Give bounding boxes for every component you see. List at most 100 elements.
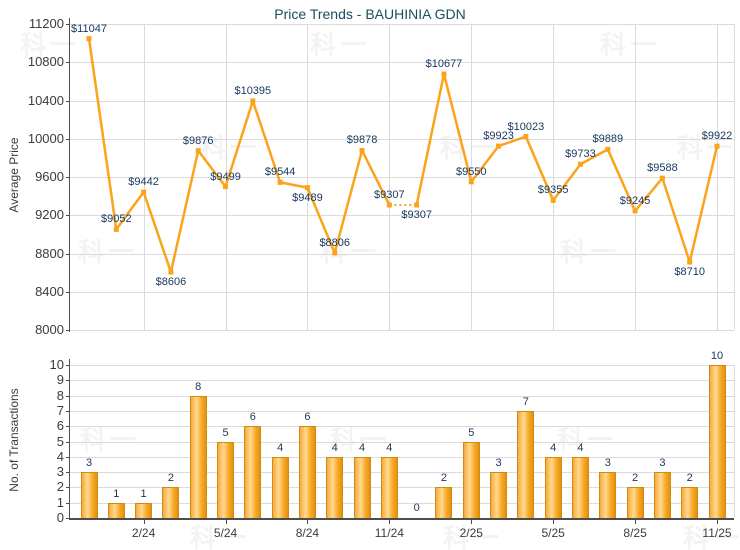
price-ytick-mark [66, 253, 70, 255]
price-point-label: $9307 [401, 209, 432, 222]
price-point-label: $9550 [455, 165, 487, 178]
price-ytick-mark [66, 291, 70, 293]
price-vgridline [389, 24, 391, 330]
price-ytick-label: 10800 [27, 54, 64, 70]
transactions-ytick-mark [66, 502, 70, 504]
watermark-text: 科一 [600, 25, 660, 62]
transactions-bar-label: 2 [167, 472, 174, 485]
transactions-ytick-label: 8 [56, 387, 64, 403]
price-gridline [70, 177, 734, 178]
transactions-xtick-mark [389, 519, 391, 524]
transactions-gridline [70, 410, 734, 412]
transactions-xtick-label: 11/24 [374, 526, 404, 540]
transactions-ytick-mark [66, 487, 70, 489]
transactions-bar [380, 456, 398, 518]
transactions-xtick-mark [471, 519, 473, 524]
transactions-bar [626, 487, 644, 518]
price-point-label: $9889 [592, 133, 624, 146]
transactions-ytick-label: 1 [56, 494, 64, 510]
price-point-label: $9923 [483, 130, 514, 143]
price-point [168, 269, 174, 275]
transactions-ytick-label: 4 [56, 448, 64, 464]
transactions-bar-label: 3 [495, 457, 502, 470]
transactions-ytick-label: 5 [56, 433, 64, 449]
transactions-gridline [70, 472, 734, 474]
transactions-bar [599, 472, 617, 518]
transactions-ytick-mark [66, 395, 70, 397]
price-gridline [70, 253, 734, 255]
transactions-bar [244, 426, 262, 518]
transactions-bar [217, 441, 235, 518]
transactions-ytick-mark [66, 441, 70, 443]
price-point-label: $9876 [182, 134, 214, 147]
transactions-bar-label: 4 [358, 441, 366, 454]
transactions-bar [135, 502, 153, 518]
price-ytick-label: 8800 [35, 245, 64, 261]
price-plot-right-border [734, 24, 735, 330]
transactions-xtick-label: 5/24 [213, 526, 238, 540]
price-ytick-mark [66, 62, 70, 64]
transactions-gridline [70, 395, 734, 397]
price-point [496, 143, 502, 149]
price-point-label: $9442 [128, 176, 159, 189]
transactions-bar-label: 4 [577, 441, 584, 454]
transactions-ytick-mark [66, 410, 70, 412]
transactions-gridline [70, 441, 734, 443]
transactions-bar [80, 472, 98, 518]
transactions-bar-label: 5 [222, 426, 229, 439]
price-vgridline [307, 24, 309, 330]
price-ytick-label: 8000 [35, 322, 64, 337]
price-ytick-mark [66, 24, 70, 25]
transactions-bar-label: 2 [632, 472, 639, 485]
transactions-gridline [70, 380, 734, 382]
transactions-xtick-label: 11/25 [702, 526, 732, 540]
transactions-bar-label: 5 [468, 426, 475, 439]
transactions-ytick-label: 10 [49, 357, 64, 372]
transactions-bar [544, 456, 562, 518]
transactions-bar [162, 487, 180, 518]
price-point [277, 179, 283, 185]
transactions-ytick-mark [66, 380, 70, 382]
price-y-axis [68, 18, 70, 332]
transactions-bar-label: 10 [710, 350, 724, 362]
price-point [687, 259, 693, 265]
transactions-ytick-label: 0 [56, 510, 64, 525]
transactions-bar [189, 395, 207, 518]
transactions-bar-label: 1 [140, 487, 147, 500]
transactions-bar [681, 487, 699, 518]
transactions-bar [571, 456, 589, 518]
price-ytick-label: 11200 [28, 16, 64, 31]
transactions-bar [462, 441, 480, 518]
transactions-ytick-label: 3 [56, 464, 64, 480]
price-gridline [70, 100, 734, 102]
transactions-xtick-mark [635, 519, 637, 524]
transactions-bar [107, 502, 125, 518]
transactions-bar-label: 2 [686, 472, 693, 485]
price-point-label: $9588 [647, 162, 678, 175]
transactions-bar [326, 456, 344, 518]
transactions-ytick-label: 7 [56, 402, 64, 418]
transactions-bar-label: 7 [522, 395, 529, 408]
transactions-bar-label: 8 [195, 380, 202, 393]
transactions-xtick-label: 2/25 [459, 526, 483, 540]
transactions-ytick-mark [66, 518, 70, 519]
price-point-label: $8710 [674, 266, 705, 279]
price-point-label: $9922 [701, 130, 733, 143]
transactions-ytick-mark [66, 456, 70, 458]
transactions-bar [708, 365, 726, 518]
price-ytick-mark [66, 215, 70, 217]
price-ytick-label: 9200 [35, 207, 64, 223]
transactions-ytick-mark [66, 426, 70, 428]
transactions-bar-label: 4 [331, 441, 338, 454]
transactions-ytick-mark [66, 365, 70, 366]
transactions-bar-label: 4 [386, 441, 393, 454]
watermark-text: 科一 [560, 232, 620, 269]
price-point [359, 147, 365, 153]
price-gridline [70, 138, 734, 140]
transactions-bar [298, 426, 316, 518]
price-gridline [70, 215, 734, 217]
transactions-bar-label: 1 [113, 487, 120, 500]
price-point-label: $8806 [319, 236, 351, 249]
transactions-gridline [70, 456, 734, 458]
